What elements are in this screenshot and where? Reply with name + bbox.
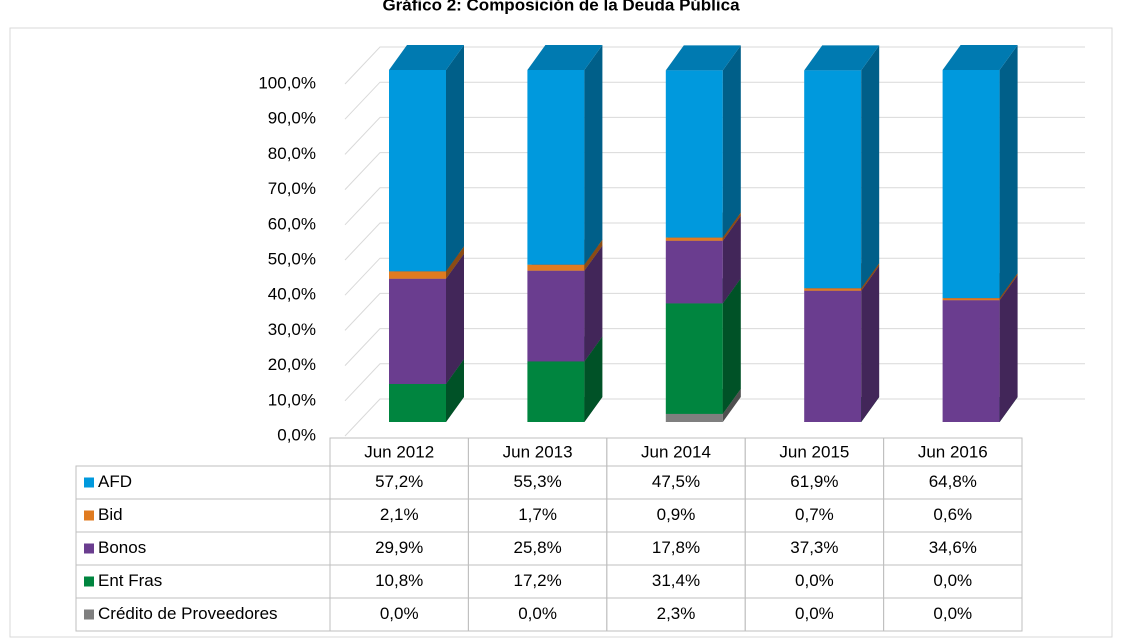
bar-side (861, 45, 880, 289)
bar-side (446, 45, 464, 272)
y-tick-label: 20,0% (268, 355, 316, 374)
bar-side (999, 45, 1018, 299)
bar-segment (389, 70, 446, 272)
bar-side (722, 388, 741, 422)
bar-segment (527, 361, 585, 422)
data-label: 0,6% (933, 505, 972, 524)
data-label: 61,9% (790, 472, 838, 491)
data-label: 17,8% (652, 538, 700, 557)
legend-label: Crédito de Proveedores (98, 604, 278, 623)
bar-side (584, 245, 603, 362)
legend-swatch (84, 543, 94, 554)
bar-segment (665, 303, 723, 414)
y-tick-label: 50,0% (268, 249, 316, 268)
bar-top (527, 45, 603, 70)
legend-label: Bid (98, 505, 123, 524)
bar-segment (665, 70, 723, 238)
data-label: 37,3% (790, 538, 838, 557)
y-tick-label: 100,0% (258, 73, 316, 92)
bar-side (722, 45, 741, 238)
bar-side (722, 215, 741, 304)
data-label: 64,8% (929, 472, 977, 491)
data-label: 0,0% (518, 604, 557, 623)
legend-swatch (84, 477, 94, 488)
bar-segment (665, 237, 723, 241)
bar-segment (665, 240, 723, 304)
data-label: 1,7% (518, 505, 557, 524)
x-tick-label: Jun 2013 (503, 442, 573, 461)
legend-swatch (84, 576, 94, 587)
data-label: 25,8% (513, 538, 561, 557)
bar-side (446, 246, 464, 279)
x-tick-label: Jun 2016 (918, 442, 988, 461)
data-label: 57,2% (375, 472, 423, 491)
bar-top (389, 45, 464, 70)
data-label: 17,2% (513, 571, 561, 590)
data-label: 0,0% (933, 604, 972, 623)
bar-segment (804, 288, 862, 291)
bar-side (446, 253, 464, 384)
bar-segment (389, 383, 446, 422)
x-tick-label: Jun 2015 (779, 442, 849, 461)
y-tick-label: 40,0% (268, 285, 316, 304)
bar-side (999, 273, 1018, 301)
data-label: 0,0% (933, 571, 972, 590)
data-label: 31,4% (652, 571, 700, 590)
chart-title: Gráfico 2: Composición de la Deuda Públi… (382, 0, 740, 14)
data-label: 47,5% (652, 472, 700, 491)
bar-segment (665, 413, 723, 422)
data-label: 2,3% (657, 604, 696, 623)
y-tick-label: 60,0% (268, 214, 316, 233)
x-tick-label: Jun 2012 (364, 442, 434, 461)
data-label: 2,1% (380, 505, 419, 524)
y-tick-label: 10,0% (268, 390, 316, 409)
bar-side (861, 263, 880, 291)
bar-side (584, 239, 603, 271)
bar-side (722, 278, 741, 414)
y-tick-label: 90,0% (268, 109, 316, 128)
data-label: 0,7% (795, 505, 834, 524)
data-label: 0,9% (657, 505, 696, 524)
bar-segment (389, 278, 446, 384)
data-label: 0,0% (795, 571, 834, 590)
x-tick-label: Jun 2014 (641, 442, 711, 461)
legend-swatch (84, 510, 94, 521)
data-label: 0,0% (795, 604, 834, 623)
y-tick-label: 70,0% (268, 179, 316, 198)
bar-segment (804, 70, 862, 289)
data-label: 34,6% (929, 538, 977, 557)
bar-segment (389, 271, 446, 279)
bar-segment (942, 300, 1000, 422)
legend-label: Ent Fras (98, 571, 162, 590)
bar-top (942, 45, 1018, 70)
bar-side (722, 212, 741, 241)
table-cell (883, 597, 1023, 632)
legend-label: Bonos (98, 538, 146, 557)
bar-side (584, 45, 603, 265)
data-label: 0,0% (380, 604, 419, 623)
bar-segment (942, 298, 1000, 301)
legend-swatch (84, 609, 94, 620)
bar-segment (527, 264, 585, 271)
bar-segment (527, 270, 585, 362)
y-tick-label: 80,0% (268, 144, 316, 163)
data-label: 55,3% (513, 472, 561, 491)
legend-label: AFD (98, 472, 132, 491)
bar-segment (942, 70, 1000, 299)
data-label: 10,8% (375, 571, 423, 590)
bar-side (861, 265, 880, 422)
bar-side (999, 275, 1018, 422)
bar-side (584, 336, 603, 422)
bar-top (804, 45, 880, 71)
bar-segment (804, 290, 862, 422)
data-label: 29,9% (375, 538, 423, 557)
y-tick-label: 0,0% (277, 425, 316, 444)
bar-segment (527, 70, 585, 265)
bar-side (446, 358, 464, 422)
y-tick-label: 30,0% (268, 320, 316, 339)
bar-top (665, 45, 741, 71)
